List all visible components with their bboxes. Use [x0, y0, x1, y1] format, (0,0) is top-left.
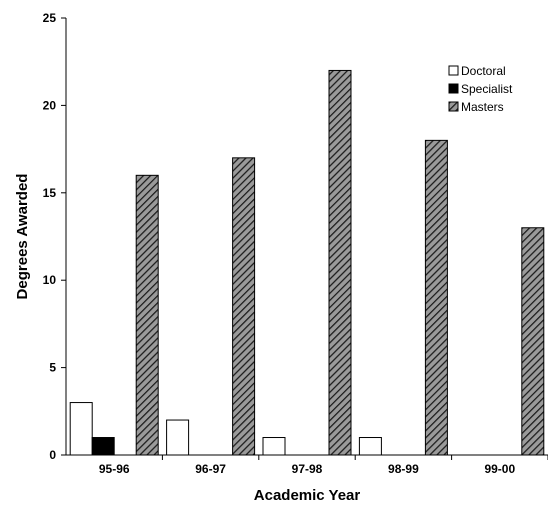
bar-masters-96-97: [232, 157, 256, 456]
bar-masters-97-98: [328, 69, 352, 456]
y-tick-label: 20: [43, 98, 57, 112]
legend-swatch-masters: [448, 101, 459, 112]
y-tick-label: 0: [49, 448, 56, 462]
y-axis-ticks: 0 5 10 15 20 25: [43, 11, 66, 462]
y-tick-label: 15: [43, 186, 57, 200]
legend: Doctoral Specialist Masters: [448, 64, 513, 114]
bar-doctoral-96-97: [166, 419, 190, 456]
legend-label-specialist: Specialist: [461, 82, 513, 96]
legend-swatch-doctoral: [448, 65, 459, 76]
x-tick-label: 98-99: [388, 462, 419, 476]
bar-masters-99-00: [521, 227, 545, 456]
legend-label-masters: Masters: [461, 100, 504, 114]
bars: [69, 69, 545, 456]
legend-label-doctoral: Doctoral: [461, 64, 506, 78]
y-tick-label: 5: [49, 361, 56, 375]
bar-doctoral-97-98: [262, 437, 286, 456]
x-tick-label: 95-96: [99, 462, 130, 476]
bar-doctoral-95-96: [69, 402, 93, 456]
y-tick-label: 25: [43, 11, 57, 25]
legend-swatch-specialist: [448, 83, 459, 94]
bar-specialist-95-96: [91, 437, 115, 456]
y-tick-label: 10: [43, 273, 57, 287]
x-tick-label: 99-00: [484, 462, 515, 476]
x-tick-label: 97-98: [292, 462, 323, 476]
bar-masters-95-96: [135, 174, 159, 456]
bar-masters-98-99: [424, 139, 448, 456]
bar-doctoral-98-99: [358, 437, 382, 456]
y-axis-title: Degrees Awarded: [14, 174, 31, 300]
x-axis-title: Academic Year: [254, 487, 361, 504]
x-tick-label: 96-97: [195, 462, 226, 476]
x-axis-ticks: 95-96 96-97 97-98 98-99 99-00: [99, 455, 548, 476]
